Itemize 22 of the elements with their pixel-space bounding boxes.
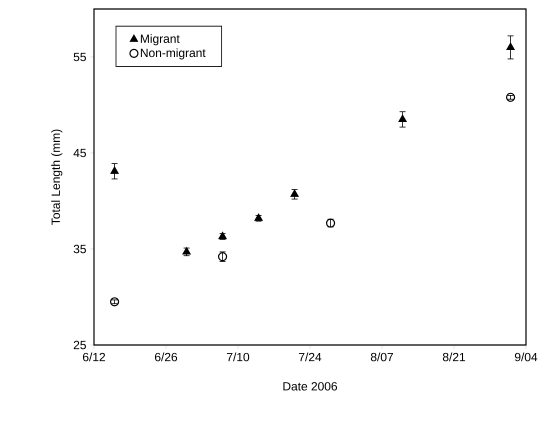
y-tick-label: 35 — [74, 244, 86, 254]
x-tick-label: 9/04 — [514, 352, 538, 362]
x-tick-label: 7/24 — [298, 352, 322, 362]
legend-label: Migrant — [140, 34, 180, 46]
x-tick-label: 7/10 — [226, 352, 250, 362]
x-tick-label: 6/12 — [82, 352, 106, 362]
point — [110, 166, 119, 174]
y-tick-label: 45 — [73, 148, 86, 158]
point — [506, 42, 515, 50]
x-tick-label: 8/07 — [370, 352, 394, 362]
point — [398, 114, 407, 122]
y-tick-label: 55 — [74, 52, 86, 62]
y-axis-title: Total Length (mm) — [51, 130, 62, 225]
point — [290, 190, 299, 197]
y-tick-label: 25 — [74, 340, 86, 350]
x-tick-label: 8/21 — [442, 352, 466, 362]
point — [110, 297, 120, 306]
legend-label: Non-migrant — [140, 48, 206, 60]
x-axis-title: Date 2006 — [283, 382, 338, 391]
point — [182, 247, 191, 254]
point — [506, 92, 516, 102]
x-tick-label: 6/26 — [154, 352, 178, 362]
